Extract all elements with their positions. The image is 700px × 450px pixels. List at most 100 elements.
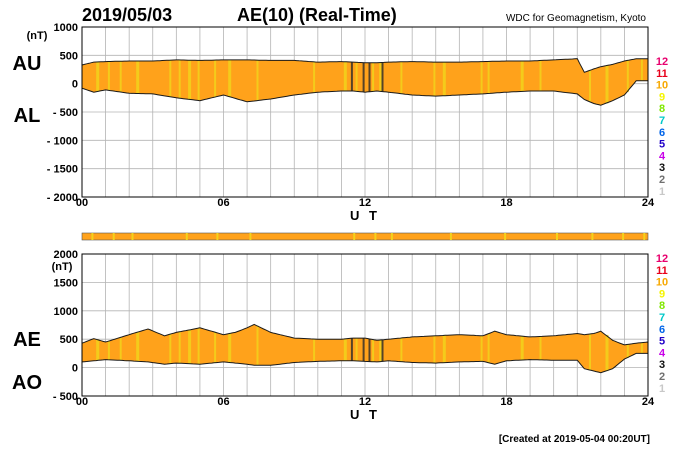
ae-ao-level-streak	[400, 338, 403, 362]
au-al-lines	[81, 58, 648, 106]
ae-ao-frame	[81, 253, 649, 397]
activity-strip-mark	[449, 233, 452, 240]
au-al-level-streak	[433, 62, 436, 96]
level-legend-entry: 9	[659, 288, 665, 300]
au-al-level-streak	[178, 59, 181, 99]
ae-ao-data-gap	[381, 339, 384, 362]
ae-ao-level-streak	[640, 342, 643, 354]
ae-ao-data-gap	[350, 338, 353, 361]
level-legend-entry: 8	[659, 103, 665, 115]
ae-ao-data-gap	[362, 338, 365, 362]
ae-ao-level-streak	[379, 340, 383, 362]
au-al-grid	[82, 26, 648, 198]
ae-label: AE	[13, 329, 41, 351]
au-al-y-tick-label: - 2000	[47, 192, 78, 204]
au-al-y-tick-label: - 500	[53, 107, 78, 119]
au-al-level-streak	[589, 70, 591, 102]
au-al-level-streak	[107, 61, 110, 91]
ae-ao-level-streak	[197, 328, 200, 365]
au-al-y-tick-label: 0	[72, 79, 78, 91]
ae-ao-y-tick-label: 2000	[54, 249, 78, 261]
ae-ao-level-streak	[169, 334, 172, 364]
au-al-data-gap	[381, 62, 384, 92]
ae-ao-level-streak	[433, 335, 436, 363]
ao-label: AO	[12, 372, 42, 394]
au-al-x-tick-label: 24	[642, 197, 655, 209]
level-legend-entry: 3	[659, 359, 665, 371]
au-al-level-streak	[487, 61, 490, 94]
au-al-level-streak	[640, 58, 643, 81]
chart-date: 2019/05/03	[82, 5, 172, 25]
created-timestamp: [Created at 2019-05-04 00:20UT]	[499, 434, 650, 445]
ae-ao-level-streak	[487, 334, 490, 363]
au-al-level-streak	[539, 60, 542, 91]
level-legend-entry: 11	[656, 265, 668, 277]
level-legend-entry: 2	[659, 371, 665, 383]
ae-ao-level-streak	[96, 339, 100, 361]
activity-strip-bar	[81, 232, 649, 241]
level-legend-entry: 5	[659, 139, 665, 151]
ae-ao-level-streak	[589, 334, 591, 370]
au-al-frame	[81, 26, 649, 198]
activity-strip-mark	[591, 233, 594, 240]
level-legend-entry: 6	[659, 324, 665, 336]
chart-title: AE(10) (Real-Time)	[237, 5, 397, 25]
level-legend-entry: 10	[656, 80, 668, 92]
activity-strip-mark	[374, 233, 377, 240]
au-al-level-streak	[256, 60, 259, 101]
ae-ao-x-tick-label: 00	[76, 396, 88, 408]
level-legend-entry: 6	[659, 127, 665, 139]
au-al-level-streak	[188, 60, 192, 100]
ae-ao-y-ticks: 2000 1500 1000 500 0 - 500	[53, 249, 78, 403]
level-legend-entry: 5	[659, 336, 665, 348]
ae-ao-level-streak	[214, 331, 217, 363]
au-al-data-gap	[362, 62, 365, 92]
ae-ao-y-tick-label: 500	[60, 334, 78, 346]
au-al-y-tick-label: 500	[60, 50, 78, 62]
level-legend-entry: 7	[659, 115, 665, 127]
au-al-series-line-au	[81, 58, 648, 73]
ae-ao-level-streak	[228, 333, 232, 363]
level-legend-entry: 10	[656, 277, 668, 289]
au-al-y-tick-label: - 1000	[47, 135, 78, 147]
ae-ao-lines	[81, 323, 649, 374]
activity-strip-mark	[643, 233, 646, 240]
ae-ao-level-streak	[372, 339, 375, 362]
ae-ao-level-streak	[442, 335, 446, 363]
level-legend-entry: 7	[659, 312, 665, 324]
au-al-unit: (nT)	[27, 30, 48, 42]
level-legend-entry: 4	[659, 347, 666, 359]
au-label: AU	[13, 53, 42, 75]
ae-ao-y-tick-label: 0	[72, 363, 78, 375]
au-al-level-streak	[379, 62, 383, 92]
activity-strip-mark	[91, 233, 94, 240]
ae-ao-data-gap	[368, 338, 371, 362]
ae-ao-y-tick-label: 1000	[54, 306, 78, 318]
ae-ao-y-tick-label: - 500	[53, 391, 78, 403]
activity-strip-mark	[353, 233, 356, 240]
au-al-level-streak	[605, 65, 609, 104]
level-legend-entry: 1	[659, 383, 665, 395]
ae-ao-x-tick-label: 06	[217, 396, 229, 408]
au-al-x-tick-label: 06	[217, 197, 229, 209]
au-al-y-ticks: 1000 500 0 - 500 - 1000 - 1500 - 2000	[47, 22, 78, 204]
au-al-level-streak	[169, 60, 172, 97]
activity-strip-mark	[216, 233, 219, 240]
au-al-level-streak	[372, 62, 375, 92]
ae-ao-y-tick-label: 1500	[54, 277, 78, 289]
ae-ao-xlabel: U T	[350, 407, 380, 422]
ae-ao-level-streak	[520, 336, 524, 361]
ae-ao-x-tick-label: 12	[359, 396, 371, 408]
ae-ao-level-streak	[539, 336, 542, 360]
au-al-panel: 1000 500 0 - 500 - 1000 - 1500 - 2000 00 06 12 18…	[13, 22, 655, 223]
level-legend-entry: 11	[656, 68, 668, 80]
activity-strip-mark	[185, 233, 188, 240]
ae-ao-grid	[82, 253, 648, 397]
ae-ao-level-streak	[178, 331, 181, 364]
activity-strip-mark	[131, 233, 134, 240]
au-al-level-streak	[520, 61, 524, 92]
ae-ao-level-streak	[188, 330, 192, 364]
au-al-level-streak	[343, 61, 347, 92]
